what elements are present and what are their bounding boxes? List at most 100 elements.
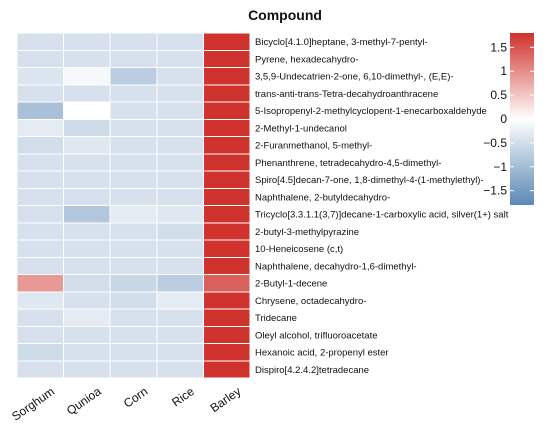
heatmap-cell — [109, 49, 158, 68]
row-label: trans-anti-trans-Tetra-decahydroanthrace… — [255, 89, 438, 100]
heatmap-cell — [16, 343, 65, 362]
heatmap-cell — [63, 222, 111, 241]
heatmap-cell — [63, 49, 111, 68]
heatmap-cell — [109, 291, 158, 310]
heatmap-cell — [16, 205, 65, 224]
heatmap-cell — [16, 84, 65, 103]
heatmap-cell — [202, 205, 251, 224]
heatmap-cell — [202, 49, 251, 68]
column-labels: Sorghum Qunioa Corn Rice Barley — [9, 384, 243, 424]
heatmap-cell — [16, 49, 65, 68]
heatmap-cell — [109, 256, 158, 275]
heatmap-cell — [109, 101, 158, 120]
row-label: Tricyclo[3.3.1.1(3,7)]decane-1-carboxyli… — [255, 210, 509, 221]
heatmap-cell — [16, 118, 65, 137]
row-label: Oleyl alcohol, trifluoroacetate — [255, 330, 378, 341]
heatmap-cell — [109, 32, 158, 51]
heatmap-cell — [109, 274, 158, 293]
heatmap-cell — [156, 32, 204, 51]
row-label: Spiro[4.5]decan-7-one, 1,8-dimethyl-4-(1… — [255, 175, 484, 186]
heatmap-cell — [16, 153, 65, 172]
heatmap-cell — [109, 118, 158, 137]
column-label: Corn — [121, 384, 150, 410]
column-label: Sorghum — [9, 384, 57, 423]
heatmap-cell — [156, 256, 204, 275]
row-label: 3,5,9-Undecatrien-2-one, 6,10-dimethyl-,… — [255, 72, 454, 83]
heatmap-cell — [156, 291, 204, 310]
heatmap-cell — [63, 308, 111, 327]
heatmap-cell — [109, 187, 158, 206]
heatmap-cell — [63, 170, 111, 189]
heatmap-cell — [16, 136, 65, 155]
colorbar-tick-label: 0.5 — [490, 88, 507, 102]
heatmap-cell — [156, 84, 204, 103]
heatmap-cell — [63, 205, 111, 224]
heatmap-cell — [109, 84, 158, 103]
heatmap-cell — [63, 67, 111, 86]
row-label: Bicyclo[4.1.0]heptane, 3-methyl-7-pentyl… — [255, 37, 428, 48]
heatmap-cell — [202, 187, 251, 206]
heatmap-cell — [63, 118, 111, 137]
heatmap-cell — [156, 153, 204, 172]
row-label: Hexanoic acid, 2-propenyl ester — [255, 348, 389, 359]
heatmap-cell — [109, 343, 158, 362]
heatmap-cell — [202, 84, 251, 103]
heatmap-cell — [156, 101, 204, 120]
chart-title: Compound — [248, 7, 322, 23]
heatmap-cell — [202, 32, 251, 51]
heatmap-cell — [156, 205, 204, 224]
heatmap-cell — [16, 291, 65, 310]
heatmap-cell — [16, 308, 65, 327]
colorbar-tick-label: 1.5 — [490, 40, 507, 54]
heatmap-cell — [202, 274, 251, 293]
row-label: Phenanthrene, tetradecahydro-4,5-dimethy… — [255, 158, 441, 169]
heatmap-cell — [202, 291, 251, 310]
heatmap-cell — [156, 67, 204, 86]
heatmap-cell — [202, 153, 251, 172]
column-label: Rice — [169, 384, 197, 409]
heatmap-cell — [16, 32, 65, 51]
heatmap-cell — [16, 239, 65, 258]
heatmap-cell — [63, 153, 111, 172]
heatmap-cell — [109, 360, 158, 379]
heatmap-cell — [202, 67, 251, 86]
colorbar-tick-label: 1 — [500, 64, 507, 78]
heatmap-cell — [156, 170, 204, 189]
row-label: 2-Methyl-1-undecanol — [255, 123, 347, 134]
row-label: Pyrene, hexadecahydro- — [255, 54, 359, 65]
row-label: 2-butyl-3-methylpyrazine — [255, 227, 359, 238]
heatmap-cell — [202, 222, 251, 241]
row-label: 2-Furanmethanol, 5-methyl- — [255, 141, 372, 152]
heatmap-cell — [109, 239, 158, 258]
heatmap-cell — [63, 256, 111, 275]
row-label: Tridecane — [255, 313, 297, 324]
heatmap-cell — [156, 360, 204, 379]
colorbar-ticks: 1.5 1 0.5 0 −0.5 −1 −1.5 — [483, 40, 534, 198]
heatmap-cell — [109, 205, 158, 224]
heatmap-cell — [156, 325, 204, 344]
heatmap-cell — [202, 343, 251, 362]
heatmap-cell — [16, 360, 65, 379]
heatmap-cell — [63, 274, 111, 293]
heatmap-cell — [156, 136, 204, 155]
heatmap-cell — [63, 325, 111, 344]
heatmap-cell — [156, 118, 204, 137]
colorbar-tick-label: −1.5 — [483, 184, 507, 198]
heatmap-cell — [202, 101, 251, 120]
heatmap-cell — [16, 274, 65, 293]
heatmap-cell — [109, 325, 158, 344]
heatmap-cell — [63, 84, 111, 103]
heatmap-cell — [63, 187, 111, 206]
heatmap-cell — [202, 325, 251, 344]
heatmap-cell — [109, 222, 158, 241]
heatmap-cell — [156, 308, 204, 327]
heatmap-cell — [16, 101, 65, 120]
heatmap-cell — [63, 101, 111, 120]
column-label: Barley — [208, 384, 244, 415]
colorbar-tick-label: −0.5 — [483, 136, 507, 150]
row-label: 10-Heneicosene (c,t) — [255, 244, 343, 255]
heatmap-cell — [202, 136, 251, 155]
heatmap-cell — [202, 239, 251, 258]
heatmap-cell — [109, 170, 158, 189]
